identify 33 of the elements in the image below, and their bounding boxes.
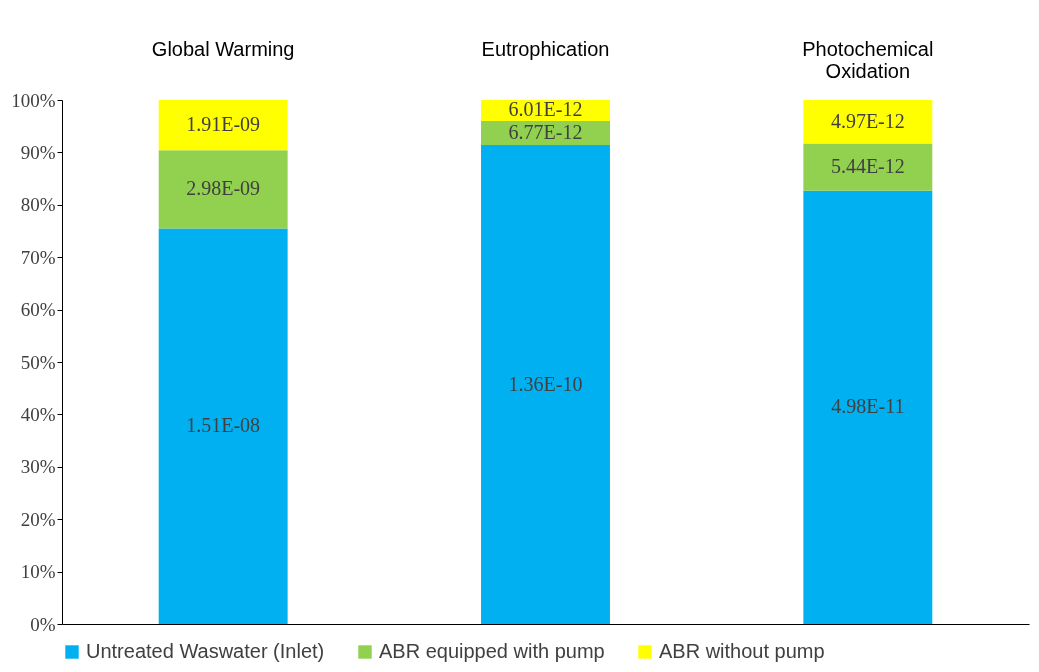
annotation: 6.77E-12 — [508, 121, 583, 144]
y-tick-label: 90% — [20, 141, 56, 163]
annotation: 4.97E-12 — [830, 109, 905, 132]
x-tick-label: Photochemical Oxidation — [802, 38, 934, 82]
legend-label: Untreated Waswater (Inlet) — [86, 640, 325, 662]
y-tick-label: 30% — [20, 456, 56, 478]
bar — [481, 145, 610, 624]
y-tick-label: 20% — [20, 508, 56, 530]
annotation: 1.91E-09 — [186, 113, 261, 136]
bar — [158, 100, 288, 151]
y-tick-label: 100% — [11, 89, 56, 111]
y-tick-label: 50% — [20, 351, 56, 373]
y-tick-label: 0% — [30, 613, 56, 635]
annotation: 5.44E-12 — [830, 155, 905, 178]
bar — [158, 150, 288, 229]
bar — [803, 190, 933, 624]
annotation: 1.36E-10 — [508, 372, 583, 395]
bar — [158, 228, 288, 624]
y-tick-label: 10% — [20, 561, 56, 583]
x-tick-label: Eutrophication — [481, 38, 610, 60]
annotation: 4.98E-11 — [831, 395, 905, 418]
y-tick-label: 40% — [20, 403, 56, 425]
annotation: 1.51E-08 — [186, 414, 261, 437]
y-tick-label: 60% — [20, 299, 56, 321]
legend-label: ABR without pump — [659, 640, 825, 662]
y-tick-label: 70% — [20, 246, 56, 268]
bar — [803, 143, 933, 191]
bar — [803, 100, 933, 144]
y-tick-label: 80% — [20, 194, 56, 216]
x-tick-label: Global Warming — [151, 38, 295, 60]
legend-label: ABR equipped with pump — [379, 640, 605, 662]
annotation: 6.01E-12 — [508, 98, 583, 121]
annotation: 2.98E-09 — [186, 177, 261, 200]
